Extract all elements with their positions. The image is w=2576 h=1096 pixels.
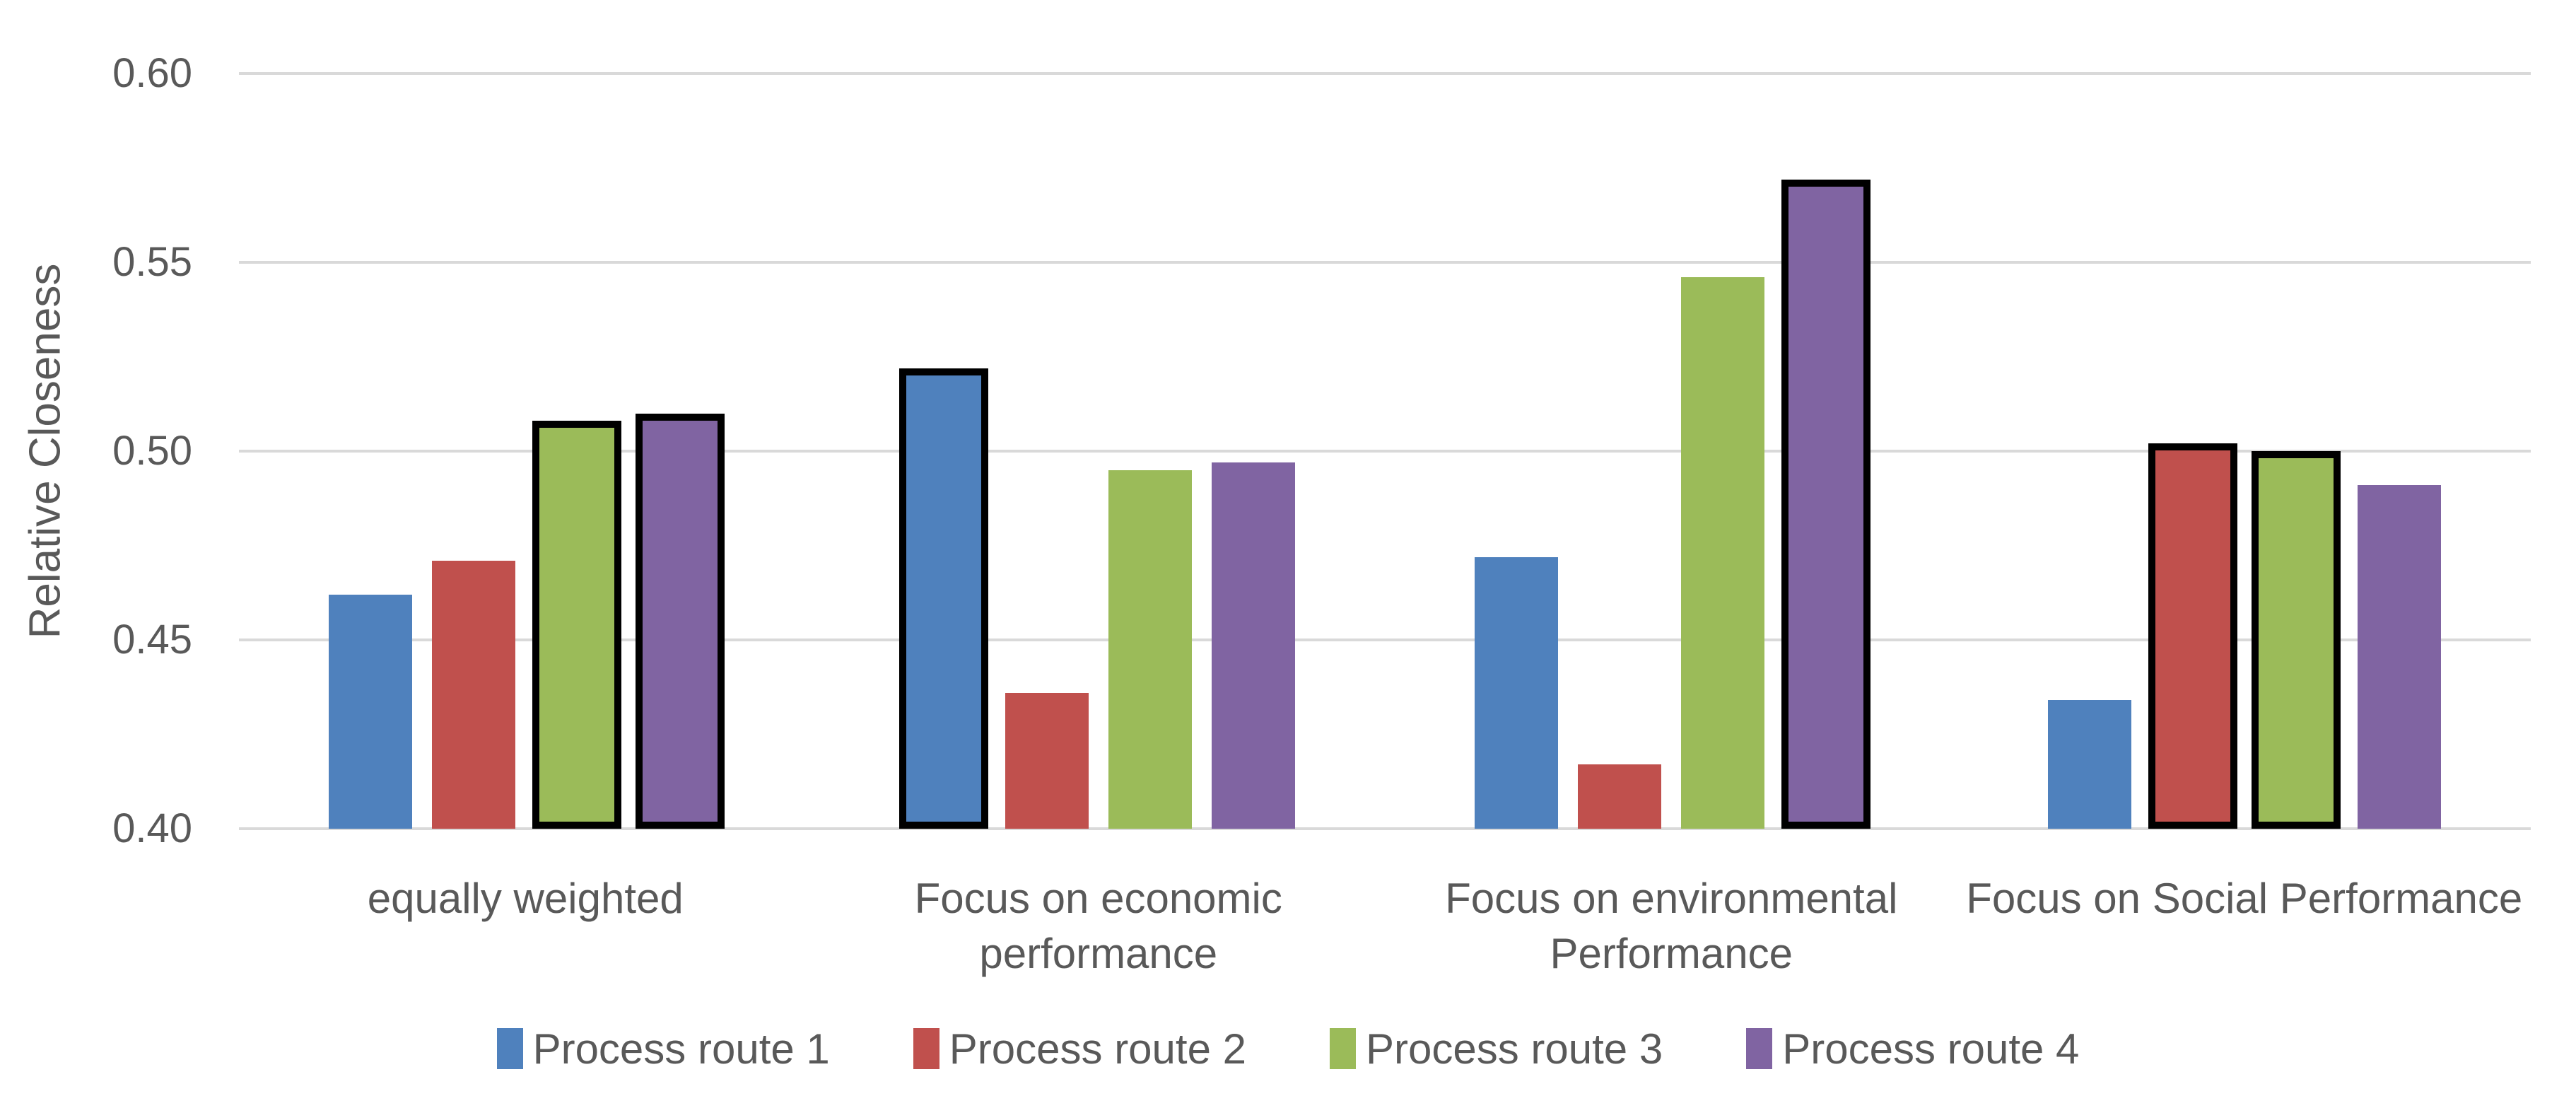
legend-label: Process route 4	[1782, 1025, 2080, 1073]
bar-process-route-2-category-2	[1005, 692, 1089, 829]
bar-process-route-1-category-4	[2047, 700, 2131, 829]
bar-process-route-4-category-2	[1211, 462, 1295, 829]
y-tick-label-0.40: 0.40	[112, 805, 192, 851]
x-axis-label-1: equally weighted	[239, 871, 812, 926]
gridline-0.60	[239, 72, 2531, 75]
x-axis-label-line: equally weighted	[367, 875, 684, 922]
bar-process-route-2-category-3	[1578, 764, 1662, 829]
bar-process-route-4-category-4	[2357, 485, 2441, 829]
y-tick-label-0.55: 0.55	[112, 239, 192, 285]
y-tick-label-0.60: 0.60	[112, 50, 192, 96]
bar-process-route-1-category-3	[1475, 556, 1559, 829]
gridline-0.55	[239, 261, 2531, 264]
legend-marker-icon	[1746, 1028, 1773, 1069]
bar-process-route-3-category-3	[1681, 277, 1765, 829]
bar-process-route-4-category-1	[636, 413, 725, 829]
gridline-0.45	[239, 639, 2531, 641]
bar-process-route-2-category-4	[2148, 443, 2237, 829]
bar-process-route-3-category-4	[2251, 451, 2341, 829]
legend-item-process-route-3: Process route 3	[1330, 1025, 1663, 1073]
bar-process-route-4-category-3	[1781, 179, 1871, 829]
legend-marker-icon	[1330, 1028, 1356, 1069]
x-axis-label-3: Focus on environmental Performance	[1385, 871, 1958, 981]
gridline-0.50	[239, 450, 2531, 453]
x-axis-label-4: Focus on Social Performance	[1958, 871, 2531, 926]
bar-process-route-3-category-2	[1108, 470, 1192, 829]
legend-marker-icon	[913, 1028, 939, 1069]
bar-process-route-1-category-2	[898, 368, 988, 829]
y-tick-label-0.45: 0.45	[112, 617, 192, 663]
x-axis-label-line: Performance	[1550, 930, 1793, 977]
x-axis-label-line: Focus on Social Performance	[1966, 875, 2523, 922]
bar-process-route-1-category-1	[329, 594, 413, 829]
legend-label: Process route 2	[949, 1025, 1246, 1073]
x-axis-label-2: Focus on economic performance	[812, 871, 1386, 981]
gridline-0.40	[239, 827, 2531, 830]
legend: Process route 1 Process route 2 Process ro…	[0, 1017, 2576, 1080]
legend-label: Process route 1	[532, 1025, 830, 1073]
bar-process-route-3-category-1	[532, 421, 622, 829]
y-tick-label-0.50: 0.50	[112, 428, 192, 474]
x-axis-label-line: performance	[979, 930, 1218, 977]
legend-item-process-route-1: Process route 1	[496, 1025, 830, 1073]
legend-marker-icon	[496, 1028, 523, 1069]
legend-item-process-route-4: Process route 4	[1746, 1025, 2079, 1073]
legend-label: Process route 3	[1366, 1025, 1663, 1073]
x-axis-label-line: Focus on economic	[914, 875, 1282, 922]
legend-item-process-route-2: Process route 2	[913, 1025, 1246, 1073]
x-axis-label-line: Focus on environmental	[1445, 875, 1898, 922]
bar-process-route-2-category-1	[432, 560, 516, 829]
